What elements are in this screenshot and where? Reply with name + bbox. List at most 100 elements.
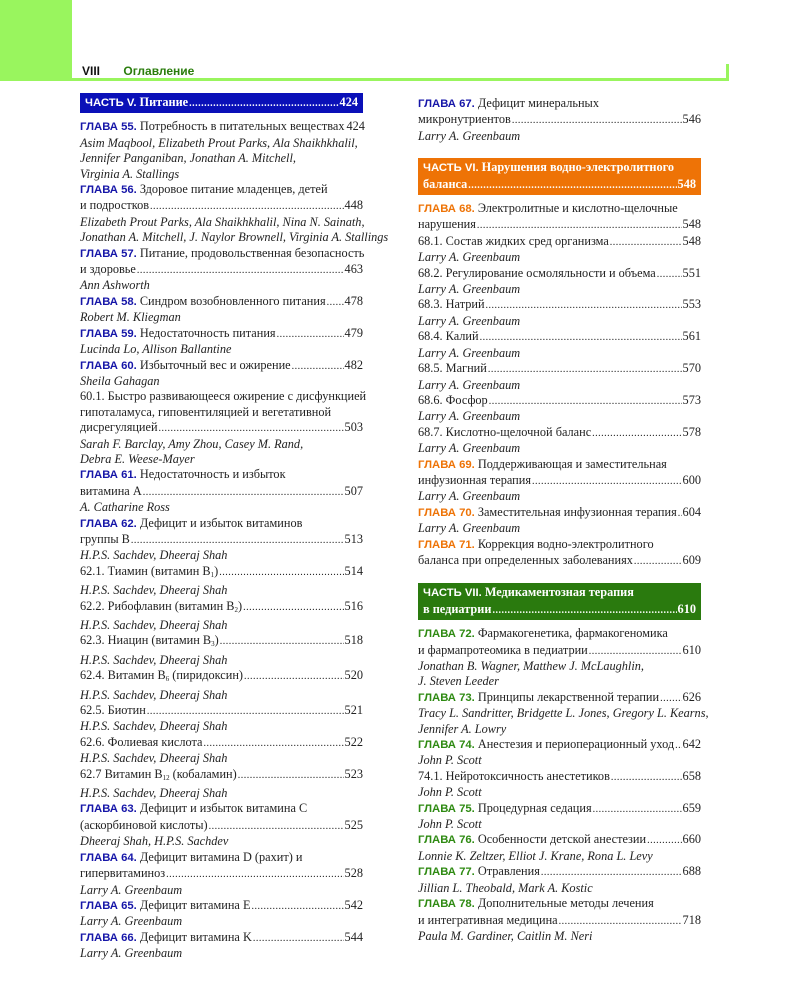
dot-leader bbox=[131, 532, 344, 548]
toc-entry[interactable]: 68.2. Регулирование осмоляльности и объе… bbox=[418, 266, 701, 282]
chapter-entry[interactable]: ГЛАВА 74. Анестезия и периоперационный ух… bbox=[418, 737, 701, 753]
toc-entry[interactable]: 68.3. Натрий 553 bbox=[418, 297, 701, 313]
toc-entry[interactable]: 62.1. Тиамин (витамин В1) 514 bbox=[80, 564, 363, 583]
chapter-entry[interactable]: ГЛАВА 71. Коррекция водно-электролитного bbox=[418, 537, 701, 553]
toc-entry[interactable]: (аскорбиновой кислоты) 525 bbox=[80, 818, 363, 834]
dot-leader bbox=[251, 898, 343, 914]
toc-entry[interactable]: витамина А 507 bbox=[80, 484, 363, 500]
toc-entry[interactable]: и интегративная медицина 718 bbox=[418, 913, 701, 929]
toc-entry[interactable]: и фармапротеомика в педиатрии 610 bbox=[418, 643, 701, 659]
chapter-entry[interactable]: ГЛАВА 56. Здоровое питание младенцев, дет… bbox=[80, 182, 363, 198]
entry-title: 62.5. Биотин bbox=[80, 703, 146, 718]
title-text: John P. Scott bbox=[418, 785, 482, 800]
toc-entry[interactable]: 68.6. Фосфор 573 bbox=[418, 393, 701, 409]
chapter-entry[interactable]: ГЛАВА 78. Дополнительные методы лечения bbox=[418, 896, 701, 912]
spacer bbox=[418, 144, 701, 158]
toc-entry[interactable]: микронутриентов 546 bbox=[418, 112, 701, 128]
entry-title: Поддерживающая и заместительная bbox=[478, 457, 667, 472]
toc-entry[interactable]: и подростков 448 bbox=[80, 198, 363, 214]
entry-title: Заместительная инфузионная терапия bbox=[478, 505, 677, 520]
toc-entry[interactable]: 68.1. Состав жидких сред организма 548 bbox=[418, 234, 701, 250]
toc-entry[interactable]: 68.7. Кислотно-щелочной баланс 578 bbox=[418, 425, 701, 441]
toc-entry[interactable]: и здоровье 463 bbox=[80, 262, 363, 278]
author-line: Debra E. Weese-Mayer bbox=[80, 452, 363, 467]
author-names: Larry A. Greenbaum bbox=[418, 378, 520, 393]
toc-entry[interactable]: гипоталамуса, гиповентиляцией и вегетати… bbox=[80, 405, 363, 420]
toc-entry[interactable]: 62.5. Биотин 521 bbox=[80, 703, 363, 719]
chapter-entry[interactable]: ГЛАВА 72. Фармакогенетика, фармакогеномик… bbox=[418, 626, 701, 642]
toc-entry[interactable]: 60.1. Быстро развивающееся ожирение с ди… bbox=[80, 389, 366, 404]
author-names: J. Steven Leeder bbox=[418, 674, 499, 689]
chapter-entry[interactable]: ГЛАВА 57. Питание, продовольственная безо… bbox=[80, 246, 364, 262]
toc-entry[interactable]: баланса при определенных заболеваниях 609 bbox=[418, 553, 701, 569]
author-names: Larry A. Greenbaum bbox=[418, 129, 520, 144]
title-text: H.P.S. Sachdev, Dheeraj Shah bbox=[80, 719, 228, 734]
title-text: Поддерживающая и заместительная bbox=[477, 456, 667, 471]
chapter-label: ГЛАВА 78. bbox=[418, 898, 475, 911]
part-heading-line[interactable]: баланса 548 bbox=[423, 177, 696, 193]
toc-entry[interactable]: 62.7 Витамин В12 (кобаламин) 523 bbox=[80, 767, 363, 786]
part-heading-line[interactable]: ЧАСТЬ VII. Медикаментозная терапия bbox=[423, 585, 696, 601]
title-text: Larry A. Greenbaum bbox=[418, 282, 521, 297]
chapter-entry[interactable]: ГЛАВА 65.Дефицит витамина Е 542 bbox=[80, 898, 363, 914]
title-text: Фармакогенетика, фармакогеномика bbox=[477, 626, 668, 641]
author-names: Asim Maqbool, Elizabeth Prout Parks, Ala… bbox=[80, 136, 358, 151]
page-ref: 507 bbox=[344, 483, 363, 498]
title-text: 62.1. Тиамин (витамин В bbox=[80, 563, 211, 578]
author-line: Dheeraj Shah, H.P.S. Sachdev bbox=[80, 834, 363, 849]
page-ref: 626 bbox=[682, 689, 701, 704]
toc-entry[interactable]: инфузионная терапия 600 bbox=[418, 473, 701, 489]
chapter-entry[interactable]: ГЛАВА 67. Дефицит минеральных bbox=[418, 96, 701, 112]
entry-title: гипоталамуса, гиповентиляцией и вегетати… bbox=[80, 405, 331, 420]
toc-entry[interactable]: нарушения 548 bbox=[418, 217, 701, 233]
page-ref: 424 bbox=[339, 95, 358, 109]
chapter-entry[interactable]: ГЛАВА 68. Электролитные и кислотно-щелочн… bbox=[418, 201, 701, 217]
title-text: группы В bbox=[80, 531, 130, 546]
chapter-entry[interactable]: ГЛАВА 59.Недостаточность питания 479 bbox=[80, 326, 363, 342]
part-heading-line[interactable]: ЧАСТЬ V.Питание 424 bbox=[85, 95, 358, 111]
dot-leader bbox=[593, 801, 682, 817]
title-text: баланса bbox=[423, 176, 468, 191]
toc-entry[interactable]: 62.6. Фолиевая кислота 522 bbox=[80, 735, 363, 751]
toc-entry[interactable]: гипервитаминоз 528 bbox=[80, 866, 363, 882]
chapter-entry[interactable]: ГЛАВА 63. Дефицит и избыток витамина С bbox=[80, 801, 363, 817]
author-names: Lonnie K. Zeltzer, Elliot J. Krane, Rona… bbox=[418, 849, 653, 864]
chapter-entry[interactable]: ГЛАВА 76.Особенности детской анестезии 66… bbox=[418, 832, 701, 848]
toc-entry[interactable]: 68.5. Магний 570 bbox=[418, 361, 701, 377]
chapter-entry[interactable]: ГЛАВА 58. Синдром возобновленного питания… bbox=[80, 294, 363, 310]
toc-entry[interactable]: 62.2. Рибофлавин (витамин В2) 516 bbox=[80, 599, 363, 618]
entry-title: 68.5. Магний bbox=[418, 361, 487, 376]
chapter-entry[interactable]: ГЛАВА 73.Принципы лекарственной терапии 6… bbox=[418, 690, 701, 706]
toc-entry[interactable]: группы В 513 bbox=[80, 532, 363, 548]
part-heading[interactable]: ЧАСТЬ VII. Медикаментозная терапия в педиа… bbox=[418, 583, 701, 621]
toc-entry[interactable]: 62.4. Витамин В6 (пиридоксин) 520 bbox=[80, 668, 363, 687]
chapter-entry[interactable]: ГЛАВА 69. Поддерживающая и заместительная bbox=[418, 457, 701, 473]
chapter-entry[interactable]: ГЛАВА 75.Процедурная седация 659 bbox=[418, 801, 701, 817]
chapter-entry[interactable]: ГЛАВА 61. Недостаточность и избыток bbox=[80, 467, 363, 483]
toc-entry[interactable]: 62.3. Ниацин (витамин В3) 518 bbox=[80, 633, 363, 652]
author-line: H.P.S. Sachdev, Dheeraj Shah bbox=[80, 688, 363, 703]
part-heading-line[interactable]: ЧАСТЬ VI. Нарушения водно-электролитного bbox=[423, 160, 696, 176]
title-text: Sheila Gahagan bbox=[80, 373, 160, 388]
header-rule bbox=[72, 78, 729, 81]
toc-entry[interactable]: 68.4. Калий 561 bbox=[418, 329, 701, 345]
author-line: Paula M. Gardiner, Caitlin M. Neri bbox=[418, 929, 701, 944]
toc-entry[interactable]: 74.1. Нейротоксичность анестетиков 658 bbox=[418, 769, 701, 785]
chapter-entry[interactable]: ГЛАВА 77.Отравления 688 bbox=[418, 864, 701, 880]
chapter-entry[interactable]: ГЛАВА 66.Дефицит витамина K 544 bbox=[80, 930, 363, 946]
part-heading-line[interactable]: в педиатрии 610 bbox=[423, 602, 696, 618]
chapter-entry[interactable]: ГЛАВА 60.Избыточный вес и ожирение 482 bbox=[80, 358, 363, 374]
author-line: J. Steven Leeder bbox=[418, 674, 701, 689]
part-heading[interactable]: ЧАСТЬ VI. Нарушения водно-электролитного б… bbox=[418, 158, 701, 196]
author-names: Larry A. Greenbaum bbox=[418, 409, 520, 424]
toc-entry[interactable]: дисрегуляцией 503 bbox=[80, 420, 363, 436]
chapter-entry[interactable]: ГЛАВА 55. Потребность в питательных вещес… bbox=[80, 119, 365, 135]
entry-title: 68.2. Регулирование осмоляльности и объе… bbox=[418, 266, 656, 281]
running-header: VIII Оглавление bbox=[82, 64, 194, 78]
chapter-label: ГЛАВА 61. bbox=[80, 469, 137, 482]
part-heading[interactable]: ЧАСТЬ V.Питание 424 bbox=[80, 93, 363, 114]
chapter-entry[interactable]: ГЛАВА 64. Дефицит витамина D (рахит) и bbox=[80, 850, 363, 866]
chapter-entry[interactable]: ГЛАВА 70. Заместительная инфузионная тера… bbox=[418, 505, 701, 521]
author-names: Larry A. Greenbaum bbox=[418, 489, 520, 504]
chapter-entry[interactable]: ГЛАВА 62. Дефицит и избыток витаминов bbox=[80, 516, 363, 532]
